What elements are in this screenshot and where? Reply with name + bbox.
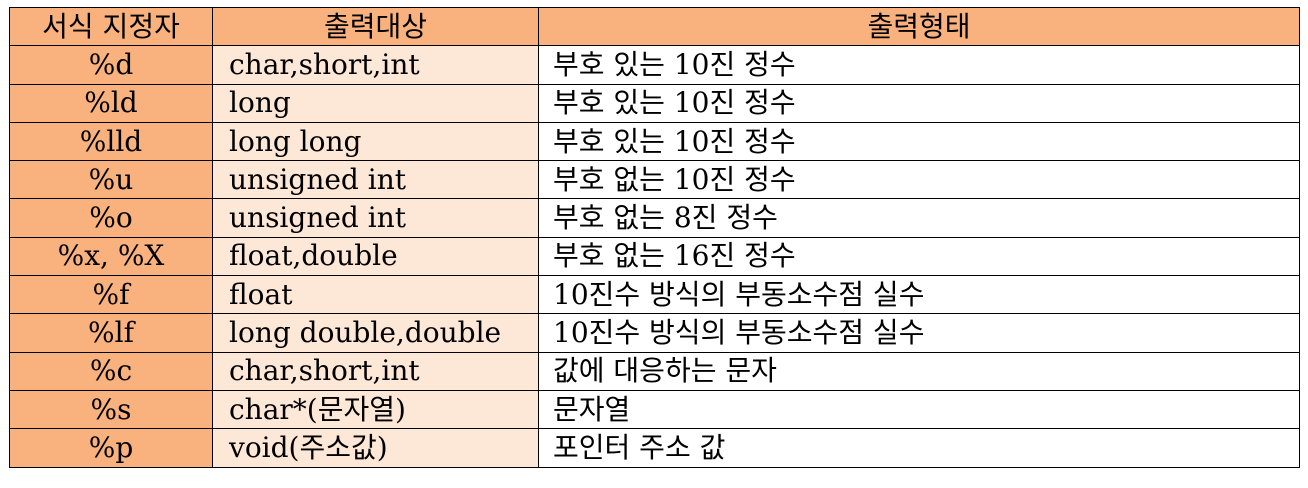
header-output-form: 출력형태 [538,6,1300,47]
format-specifier-cell: %d [9,45,213,85]
format-specifier-cell: %lf [9,313,213,353]
output-form-cell: 부호 있는 10진 정수 [538,121,1300,162]
output-form-cell: 부호 없는 10진 정수 [538,160,1300,200]
format-specifier-cell: %o [9,198,213,238]
format-specifier-cell: %s [9,389,213,430]
output-target-cell: float [212,275,539,315]
table-row: %lf long double,double 10진수 방식의 부동소수점 실수 [9,313,1300,353]
table-row: %ld long 부호 있는 10진 정수 [9,83,1300,123]
format-specifier-cell: %u [9,160,213,200]
output-form-cell: 부호 있는 10진 정수 [538,83,1300,123]
output-target-cell: char,short,int [212,351,539,391]
header-output-target: 출력대상 [212,6,539,47]
format-specifier-cell: %f [9,275,213,315]
output-target-cell: void(주소값) [212,428,539,468]
output-form-cell: 부호 있는 10진 정수 [538,45,1300,85]
format-specifier-cell: %lld [9,121,213,162]
table-row: %c char,short,int 값에 대응하는 문자 [9,351,1300,391]
table-row: %f float 10진수 방식의 부동소수점 실수 [9,275,1300,315]
output-target-cell: unsigned int [212,198,539,238]
format-specifier-cell: %ld [9,83,213,123]
table-row: %lld long long 부호 있는 10진 정수 [9,121,1300,162]
header-format-specifier: 서식 지정자 [9,6,213,47]
output-form-cell: 10진수 방식의 부동소수점 실수 [538,275,1300,315]
output-target-cell: long double,double [212,313,539,353]
output-target-cell: long long [212,121,539,162]
table-row: %p void(주소값) 포인터 주소 값 [9,428,1300,468]
output-target-cell: char,short,int [212,45,539,85]
output-form-cell: 부호 없는 16진 정수 [538,236,1300,277]
output-form-cell: 값에 대응하는 문자 [538,351,1300,391]
output-form-cell: 10진수 방식의 부동소수점 실수 [538,313,1300,353]
table-row: %d char,short,int 부호 있는 10진 정수 [9,45,1300,85]
format-specifier-cell: %x, %X [9,236,213,277]
output-target-cell: float,double [212,236,539,277]
table-row: %s char*(문자열) 문자열 [9,389,1300,430]
table-row: %u unsigned int 부호 없는 10진 정수 [9,160,1300,200]
table-header-row: 서식 지정자 출력대상 출력형태 [9,6,1300,47]
output-form-cell: 부호 없는 8진 정수 [538,198,1300,238]
output-target-cell: char*(문자열) [212,389,539,430]
table-row: %o unsigned int 부호 없는 8진 정수 [9,198,1300,238]
format-specifier-cell: %p [9,428,213,468]
output-target-cell: unsigned int [212,160,539,200]
output-target-cell: long [212,83,539,123]
table-row: %x, %X float,double 부호 없는 16진 정수 [9,236,1300,277]
output-form-cell: 포인터 주소 값 [538,428,1300,468]
format-specifier-cell: %c [9,351,213,391]
output-form-cell: 문자열 [538,389,1300,430]
format-specifier-table: 서식 지정자 출력대상 출력형태 %d char,short,int 부호 있는… [9,6,1300,468]
